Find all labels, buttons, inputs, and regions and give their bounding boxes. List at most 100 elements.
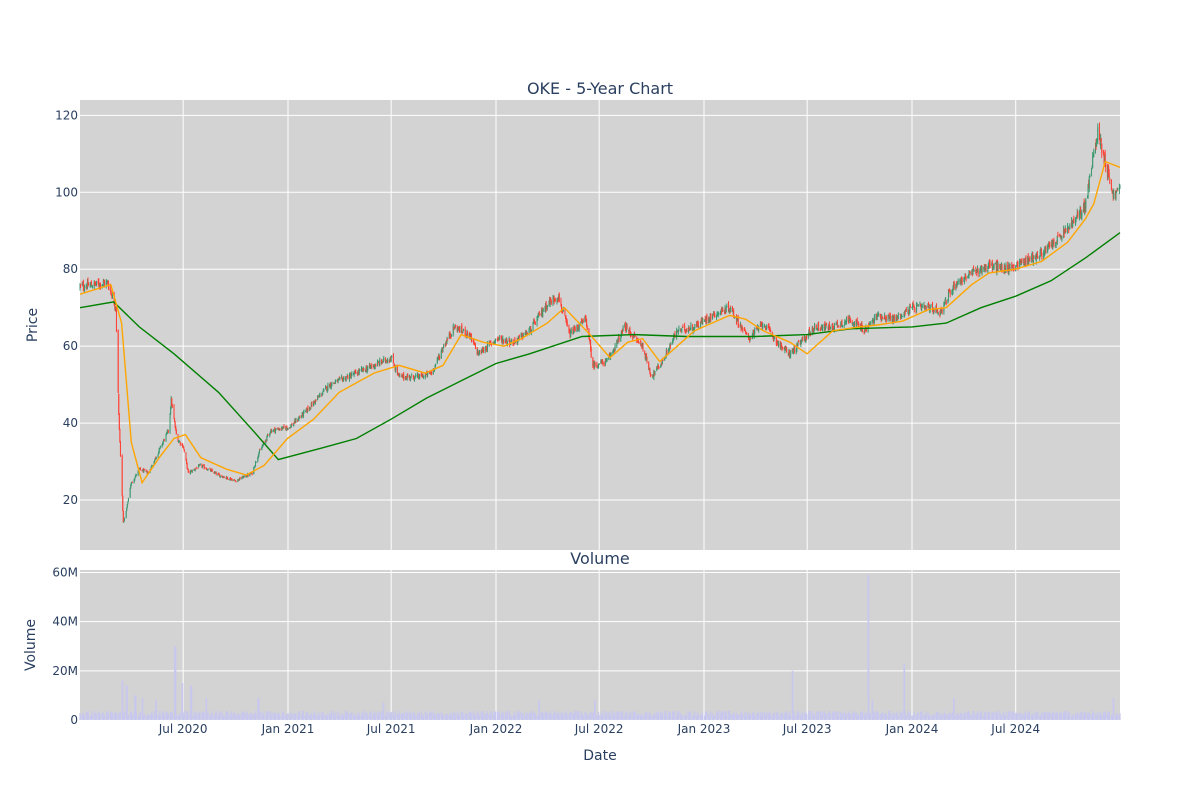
volume-bar	[263, 715, 265, 720]
candle-body	[174, 422, 176, 428]
candle-body	[129, 488, 131, 498]
candle-body	[265, 439, 267, 441]
candle-body	[684, 325, 686, 331]
candle-body	[175, 426, 177, 430]
candle-body	[581, 321, 583, 323]
candle-body	[556, 299, 558, 302]
candle-body	[725, 309, 727, 313]
candle-body	[522, 335, 524, 338]
candle-body	[283, 425, 285, 428]
candle-body	[760, 321, 762, 325]
candle-body	[732, 311, 734, 313]
candle-body	[604, 359, 606, 365]
candle-body	[953, 281, 955, 289]
candle-body	[688, 326, 690, 330]
volume-bar	[614, 712, 616, 720]
candle-body	[371, 365, 373, 368]
candle-body	[262, 442, 264, 446]
candle-body	[338, 378, 340, 380]
candle-body	[1080, 213, 1082, 218]
candle-body	[744, 329, 746, 331]
volume-bar	[151, 714, 153, 720]
candle-body	[290, 425, 292, 428]
candle-body	[1079, 209, 1081, 213]
volume-bar	[965, 712, 967, 720]
volume-bar	[1101, 715, 1103, 720]
candle-body	[406, 378, 408, 380]
candle-body	[928, 304, 930, 305]
candle-body	[250, 473, 252, 475]
candle-body	[697, 323, 699, 327]
x-tick-label: Jul 2022	[574, 722, 624, 736]
candle-body	[223, 476, 225, 478]
candle-body	[444, 345, 446, 347]
candle-body	[672, 340, 674, 344]
volume-bar	[714, 716, 716, 720]
candle-body	[931, 304, 933, 307]
candle-body	[1077, 212, 1079, 217]
candle-body	[469, 333, 471, 339]
candle-body	[916, 305, 918, 307]
candle-body	[757, 327, 759, 329]
candle-body	[378, 362, 380, 364]
candle-body	[973, 270, 975, 271]
candle-body	[243, 475, 245, 477]
candle-body	[1036, 253, 1038, 258]
candle-body	[247, 474, 249, 476]
volume-bar	[801, 714, 804, 720]
candle-body	[86, 286, 88, 289]
candle-body	[992, 266, 994, 268]
candle-body	[514, 339, 516, 342]
candle-body	[644, 354, 646, 359]
x-tick-label: Jul 2024	[990, 722, 1040, 736]
volume-bar	[941, 713, 943, 720]
candle-body	[242, 476, 244, 479]
candle-body	[1071, 221, 1073, 227]
candle-body	[676, 330, 678, 332]
candle-body	[917, 305, 919, 306]
candle-body	[520, 335, 522, 337]
candle-body	[1073, 218, 1075, 223]
candle-body	[193, 469, 195, 471]
candle-body	[496, 338, 498, 340]
date-axis-title: Date	[583, 748, 616, 764]
candle-body	[696, 322, 698, 327]
candle-body	[190, 470, 192, 472]
volume-bar	[231, 714, 233, 720]
candle-body	[574, 328, 576, 331]
candle-body	[538, 313, 540, 315]
candle-body	[943, 303, 945, 304]
candle-body	[981, 265, 983, 272]
candle-body	[182, 444, 184, 448]
candle-body	[807, 334, 809, 338]
volume-bar	[1013, 712, 1015, 720]
candle-body	[784, 347, 786, 349]
candle-body	[279, 429, 281, 431]
candle-body	[306, 408, 308, 413]
candle-body	[274, 429, 276, 433]
candle-body	[245, 475, 247, 477]
price-chart-title: OKE - 5-Year Chart	[527, 79, 673, 98]
candle-body	[97, 281, 99, 283]
candle-body	[833, 328, 835, 330]
candle-body	[869, 323, 871, 325]
volume-bar	[302, 710, 304, 720]
candle-body	[721, 308, 723, 311]
volume-bar	[307, 713, 309, 720]
candle-body	[724, 310, 726, 314]
candle-body	[600, 361, 602, 364]
candle-body	[318, 395, 320, 398]
volume-panel[interactable]: Jul 2020 Jan 2021 Jul 2021 Jan 2022 Jul 2022…	[52, 565, 1121, 736]
candle-body	[358, 370, 360, 374]
candle-body	[353, 372, 355, 376]
volume-bar	[115, 712, 118, 720]
candle-body	[117, 330, 119, 393]
candle-body	[924, 306, 926, 308]
volume-bar	[323, 712, 325, 720]
candle-body	[705, 318, 707, 323]
candle-body	[445, 341, 447, 346]
candle-body	[201, 464, 203, 467]
candle-body	[526, 332, 528, 334]
candle-body	[409, 376, 411, 379]
